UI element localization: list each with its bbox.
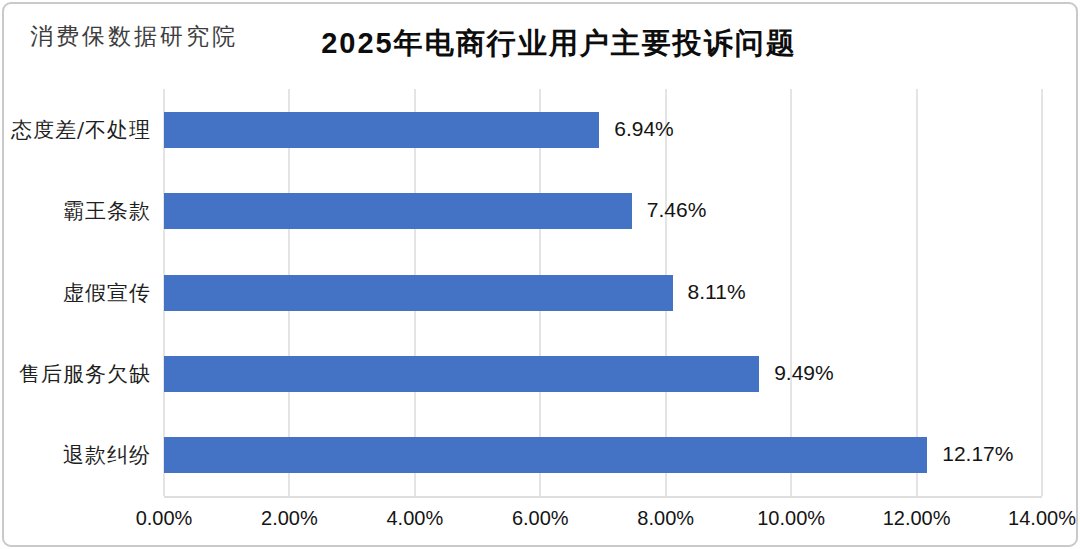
x-axis-tick-label: 0.00% [109, 507, 219, 530]
category-label: 态度差/不处理 [4, 116, 151, 144]
category-label: 虚假宣传 [4, 279, 151, 307]
category-label: 退款纠纷 [4, 441, 151, 469]
value-label: 9.49% [774, 361, 834, 385]
value-label: 7.46% [647, 198, 707, 222]
value-label: 6.94% [614, 117, 674, 141]
x-gridline [1041, 89, 1043, 496]
bar [164, 112, 599, 148]
x-axis-tick-label: 14.00% [987, 507, 1080, 530]
plot-area: 0.00% 2.00% 4.00% 6.00% 8.00% 10.00% 12.00% 14.… [4, 4, 1080, 549]
category-label: 霸王条款 [4, 197, 151, 225]
x-axis-tick-label: 12.00% [862, 507, 972, 530]
chart-frame: 消费保数据研究院 2025年电商行业用户主要投诉问题 0.00%2.00%4.0… [2, 2, 1078, 547]
x-gridline [916, 89, 918, 496]
value-label: 8.11% [688, 280, 746, 304]
x-axis-tick-label: 6.00% [485, 507, 595, 530]
bar [164, 193, 632, 229]
bar [164, 437, 927, 473]
x-axis-tick-label: 8.00% [611, 507, 721, 530]
bar [164, 275, 673, 311]
x-gridline [790, 89, 792, 496]
x-axis-tick-label: 2.00% [234, 507, 344, 530]
x-axis-tick-label: 4.00% [360, 507, 470, 530]
x-axis-line [164, 496, 1042, 498]
bar [164, 356, 759, 392]
value-label: 12.17% [942, 442, 1013, 466]
category-label: 售后服务欠缺 [4, 360, 151, 388]
x-axis-tick-label: 10.00% [736, 507, 846, 530]
